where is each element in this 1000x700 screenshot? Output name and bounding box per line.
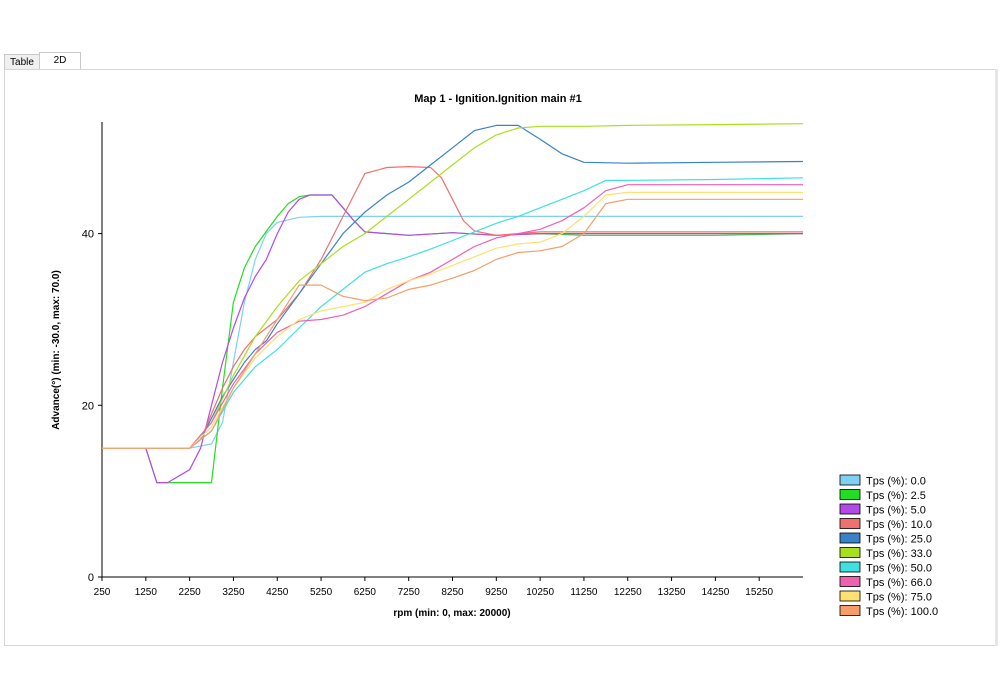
legend-label: Tps (%): 100.0 xyxy=(866,606,938,618)
series-line-5 xyxy=(102,123,804,449)
series-line-1 xyxy=(102,194,804,484)
legend-label: Tps (%): 0.0 xyxy=(866,476,926,488)
legend-swatch xyxy=(839,503,861,515)
legend-swatch xyxy=(839,590,861,602)
legend-label: Tps (%): 10.0 xyxy=(866,519,932,531)
x-tick-label: 6250 xyxy=(354,587,377,598)
series-line-2 xyxy=(102,194,803,484)
series-layer xyxy=(102,123,804,484)
series-line-4 xyxy=(102,124,804,449)
series-line-9 xyxy=(102,198,803,449)
legend-label: Tps (%): 50.0 xyxy=(866,563,932,575)
legend-label: Tps (%): 5.0 xyxy=(866,505,926,517)
x-tick-label: 3250 xyxy=(222,587,245,598)
legend: Tps (%): 0.0 Tps (%): 2.5 Tps (%): 5.0 Tps … xyxy=(839,474,938,618)
x-tick-label: 12250 xyxy=(614,587,642,598)
legend-label: Tps (%): 66.0 xyxy=(866,577,932,589)
legend-label: Tps (%): 33.0 xyxy=(866,548,932,560)
legend-swatch xyxy=(839,605,861,616)
legend-label: Tps (%): 75.0 xyxy=(866,592,932,604)
x-tick-label: 1250 xyxy=(135,587,158,598)
y-tick-label: 40 xyxy=(82,229,94,241)
x-tick-label: 15250 xyxy=(745,587,773,598)
x-tick-label: 4250 xyxy=(266,587,289,598)
y-axis-label: Advance(°) (min: -30.0, max: 70.0) xyxy=(51,270,62,430)
legend-swatch xyxy=(839,561,861,573)
legend-swatch xyxy=(839,576,861,587)
series-line-3 xyxy=(102,166,803,449)
x-tick-label: 11250 xyxy=(570,587,598,598)
y-tick-label: 20 xyxy=(82,400,94,412)
axes: 250 1250 2250 3250 4250 5250 6250 7250 8250 9250 1… xyxy=(82,122,803,598)
vertical-scrollbar[interactable] xyxy=(995,69,998,646)
legend-swatch xyxy=(839,474,861,486)
x-tick-label: 2250 xyxy=(179,587,202,598)
x-tick-label: 250 xyxy=(94,587,111,598)
x-tick-label: 10250 xyxy=(526,587,554,598)
tab-2d[interactable]: 2D xyxy=(39,52,81,70)
x-tick-label: 7250 xyxy=(398,587,421,598)
series-line-0 xyxy=(102,215,803,449)
x-axis-label: rpm (min: 0, max: 20000) xyxy=(393,608,510,619)
chart-title: Map 1 - Ignition.Ignition main #1 xyxy=(414,93,581,105)
series-line-6 xyxy=(102,177,804,449)
series-line-7 xyxy=(102,184,803,449)
x-tick-label: 5250 xyxy=(310,587,333,598)
legend-label: Tps (%): 2.5 xyxy=(866,490,926,502)
legend-swatch xyxy=(839,547,861,558)
legend-label: Tps (%): 25.0 xyxy=(866,534,932,546)
x-tick-label: 13250 xyxy=(658,587,686,598)
legend-swatch xyxy=(839,489,861,500)
x-tick-label: 8250 xyxy=(441,587,464,598)
legend-swatch xyxy=(839,532,861,544)
legend-swatch xyxy=(839,518,861,529)
x-tick-label: 14250 xyxy=(701,587,729,598)
y-tick-label: 0 xyxy=(88,572,94,584)
series-line-8 xyxy=(102,191,803,449)
x-tick-label: 9250 xyxy=(485,587,508,598)
chart-panel xyxy=(4,69,996,646)
